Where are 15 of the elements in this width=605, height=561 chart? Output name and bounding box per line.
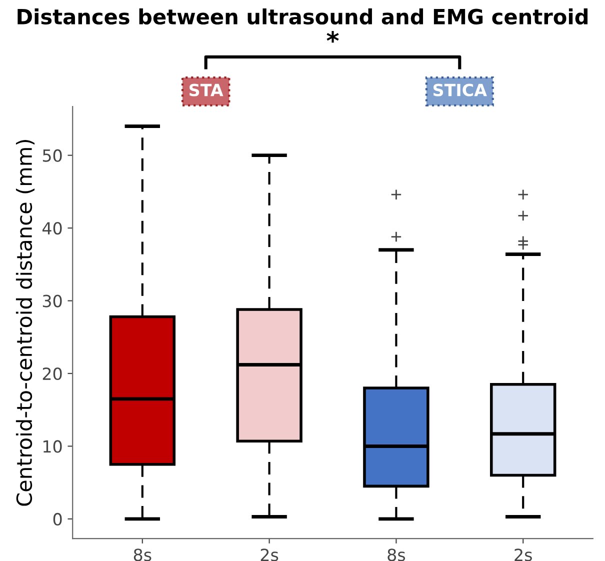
y-tick-label: 40 [42,222,62,235]
x-tick-label: 8s [388,548,406,561]
y-axis-title: Centroid-to-centroid distance (mm) [16,140,35,506]
text: * [326,31,339,43]
y-tick-label: 30 [42,294,62,308]
y-tick-label: 10 [44,440,62,453]
x-tick-label: 8s [134,548,152,561]
text: STICA [433,84,487,96]
x-tick-label: 2s [514,548,532,561]
text: STA [190,84,224,96]
y-tick-label: 20 [42,367,62,380]
y-tick-label: 50 [42,149,62,162]
x-tick-label: 2s [260,548,278,561]
chart-title: Distances between ultrasound and EMG centroid [18,8,588,25]
y-tick-label: 0 [53,512,62,526]
